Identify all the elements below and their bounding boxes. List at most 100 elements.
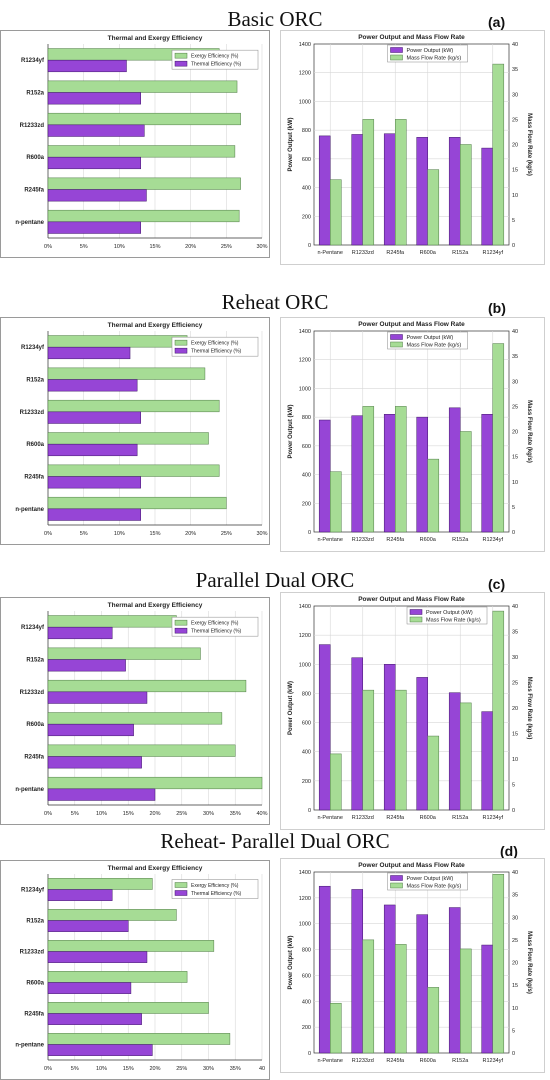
exergy-efficiency-bar <box>47 399 220 413</box>
power-output-bar <box>416 914 428 1054</box>
mass-flow-bar <box>492 343 505 533</box>
exergy-efficiency-bar <box>47 712 223 725</box>
exergy-efficiency-bar <box>47 464 220 477</box>
exergy-efficiency-bar <box>47 878 153 890</box>
y2-tick-label: 40 <box>512 604 518 610</box>
plot-area <box>313 605 510 811</box>
y2-tick-label: 25 <box>512 681 518 687</box>
power-output-bar <box>448 407 461 533</box>
legend-label: Thermal Efficiency (%) <box>191 62 242 68</box>
legend-swatch <box>174 627 188 634</box>
x-tick-label: 30% <box>256 531 267 537</box>
legend-label: Thermal Efficiency (%) <box>191 349 242 355</box>
legend-swatch <box>390 875 403 881</box>
x-tick-label: R600a <box>420 250 437 256</box>
legend-label: Power Output (kW) <box>407 48 454 54</box>
efficiency-chart-parallel: Thermal and Exergy Efficiency 0% 5% 10% 15% 2… <box>0 597 270 825</box>
exergy-efficiency-bar <box>47 1033 231 1045</box>
mass-flow-bar <box>362 689 375 811</box>
y2-tick-label: 25 <box>512 117 518 123</box>
thermal-efficiency-bar <box>47 951 148 963</box>
legend-swatch <box>390 334 403 340</box>
section-title: Reheat- Parallel Dual ORC <box>160 829 390 853</box>
y2-tick-label: 20 <box>512 961 518 967</box>
mass-flow-bar <box>460 948 472 1054</box>
exergy-efficiency-bar <box>47 776 263 790</box>
y2-tick-label: 25 <box>512 404 518 410</box>
section-letter: (b) <box>488 300 506 316</box>
mass-flow-bar <box>460 144 472 246</box>
chart-title: Power Output and Mass Flow Rate <box>358 34 465 41</box>
y2-axis-label: Mass Flow Rate (kg/s) <box>526 931 532 994</box>
x-tick-label: 15% <box>123 1066 134 1072</box>
category-label: R152a <box>26 658 44 664</box>
mass-flow-bar <box>427 458 440 533</box>
legend-swatch <box>174 347 188 354</box>
x-tick-label: R245fa <box>386 250 405 256</box>
y2-tick-label: 40 <box>512 42 518 48</box>
y-tick-label: 400 <box>302 473 311 479</box>
thermal-efficiency-bar <box>47 920 129 932</box>
y2-tick-label: 5 <box>512 783 515 789</box>
legend-label: Mass Flow Rate (kg/s) <box>407 884 462 890</box>
mass-flow-bar <box>330 753 342 811</box>
y2-tick-label: 40 <box>512 329 518 335</box>
category-label: R1233zd <box>20 410 45 416</box>
section-letter: (d) <box>500 843 518 859</box>
efficiency-chart-reheat: Thermal and Exergy Efficiency 0% 5% 10% 15% 2… <box>0 317 270 545</box>
x-tick-label: R152a <box>452 250 469 256</box>
thermal-efficiency-bar <box>47 1013 142 1025</box>
x-tick-label: 35% <box>230 811 241 817</box>
x-tick-label: R152a <box>452 1058 469 1064</box>
exergy-efficiency-bar <box>47 177 241 190</box>
y-tick-label: 800 <box>302 948 311 954</box>
y2-tick-label: 20 <box>512 706 518 712</box>
power-output-bar <box>351 889 363 1054</box>
category-label: R245fa <box>24 188 44 194</box>
y-tick-label: 200 <box>302 501 311 507</box>
thermal-efficiency-bar <box>47 659 126 672</box>
x-tick-label: 15% <box>123 811 134 817</box>
legend-box <box>387 44 468 63</box>
x-tick-label: R600a <box>420 1058 437 1064</box>
category-label: R152a <box>26 378 44 384</box>
chart-title: Power Output and Mass Flow Rate <box>358 321 465 328</box>
power-output-bar <box>383 414 396 533</box>
y2-tick-label: 15 <box>512 732 518 738</box>
exergy-efficiency-bar <box>47 909 177 921</box>
category-label: n-pentane <box>15 787 44 793</box>
x-tick-label: 25% <box>221 531 232 537</box>
power-output-bar <box>448 137 461 246</box>
legend-label: Exergy Efficiency (%) <box>191 621 239 627</box>
category-label: R245fa <box>24 1012 44 1018</box>
exergy-efficiency-bar <box>47 209 240 223</box>
thermal-efficiency-bar <box>47 59 127 73</box>
x-tick-label: 5% <box>80 531 88 537</box>
section-title: Parallel Dual ORC <box>195 568 355 592</box>
chart-title: Thermal and Exergy Efficiency <box>108 322 203 329</box>
power-output-bar <box>318 419 331 533</box>
legend-label: Power Output (kW) <box>426 610 473 616</box>
y2-tick-label: 0 <box>512 1051 515 1057</box>
legend-label: Thermal Efficiency (%) <box>191 629 242 635</box>
category-label: R1234yf <box>21 58 45 64</box>
category-label: R1233zd <box>20 950 45 956</box>
category-label: n-pentane <box>15 220 44 226</box>
x-tick-label: R1233zd <box>352 1058 374 1064</box>
legend-label: Exergy Efficiency (%) <box>191 54 239 60</box>
category-label: R600a <box>26 442 44 448</box>
x-tick-label: 0% <box>44 244 52 250</box>
thermal-efficiency-bar <box>47 379 138 392</box>
x-tick-label: n-Pentane <box>318 815 343 821</box>
x-tick-label: 15% <box>149 531 160 537</box>
plot-area <box>313 871 510 1054</box>
y-tick-label: 1000 <box>299 99 311 105</box>
y2-axis-label: Mass Flow Rate (kg/s) <box>526 400 532 463</box>
legend-label: Power Output (kW) <box>407 335 454 341</box>
y-tick-label: 0 <box>308 1051 311 1057</box>
legend-label: Thermal Efficiency (%) <box>191 891 242 897</box>
power-output-bar <box>481 147 493 246</box>
x-tick-label: n-Pentane <box>318 537 343 543</box>
x-tick-label: 30% <box>203 811 214 817</box>
x-tick-label: 5% <box>71 1066 79 1072</box>
